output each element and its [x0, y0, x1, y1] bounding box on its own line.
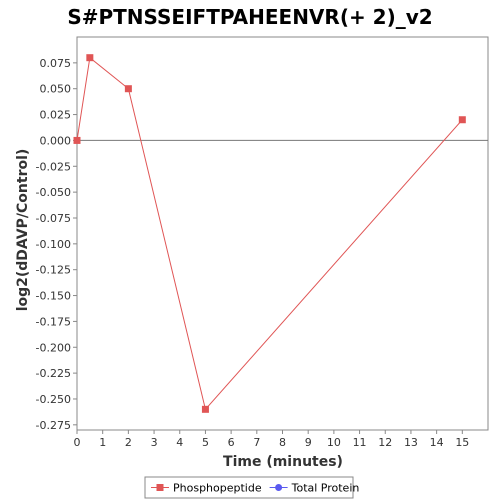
legend: Phosphopeptide Total Protein [144, 476, 360, 499]
y-tick-label: -0.275 [36, 419, 71, 432]
x-tick-label: 11 [353, 436, 367, 449]
y-tick-label: -0.125 [36, 264, 71, 277]
x-tick-label: 4 [176, 436, 183, 449]
phosphopeptide-point [124, 85, 132, 93]
legend-phosphopeptide-marker [156, 484, 164, 491]
legend-phosphopeptide-label: Phosphopeptide [173, 482, 262, 495]
y-tick-label: 0.025 [40, 109, 72, 122]
x-tick-label: 15 [455, 436, 469, 449]
plot-area: 0.075 0.050 0.025 0.000 -0.025 -0.050 -0.075 -0… [36, 36, 489, 449]
x-axis-label: Time (minutes) [223, 454, 343, 470]
x-tick-label: 12 [378, 436, 392, 449]
legend-total-protein-marker [275, 484, 283, 491]
y-tick-label: -0.175 [36, 315, 71, 328]
legend-box [144, 476, 354, 499]
y-tick-label: -0.225 [36, 367, 71, 380]
y-tick-label: -0.250 [36, 393, 71, 406]
y-tick-label: 0.050 [40, 83, 72, 96]
phosphopeptide-point [86, 54, 94, 62]
chart-title: S#PTNSSEIFTPAHEENVR(+ 2)_v2 [67, 5, 432, 29]
x-tick-label: 9 [305, 436, 312, 449]
x-tick-label: 14 [430, 436, 444, 449]
plot-frame [76, 36, 489, 431]
x-tick-label: 0 [74, 436, 81, 449]
x-tick-label: 10 [327, 436, 341, 449]
y-tick-label: -0.150 [36, 290, 71, 303]
x-tick-label: 8 [279, 436, 286, 449]
y-tick-label: 0.000 [40, 134, 72, 147]
x-tick-label: 2 [125, 436, 132, 449]
y-tick-label: 0.075 [40, 57, 72, 70]
x-tick-label: 1 [99, 436, 106, 449]
y-tick-label: -0.200 [36, 341, 71, 354]
phosphopeptide-point [73, 136, 81, 144]
x-tick-label: 6 [228, 436, 235, 449]
x-tick-label: 7 [253, 436, 260, 449]
y-tick-label: -0.025 [36, 160, 71, 173]
y-tick-label: -0.075 [36, 212, 71, 225]
y-tick-label: -0.050 [36, 186, 71, 199]
x-tick-label: 3 [151, 436, 158, 449]
x-tick-label: 5 [202, 436, 209, 449]
y-tick-label: -0.100 [36, 238, 71, 251]
legend-total-protein-label: Total Protein [291, 482, 360, 495]
y-axis-label: log2(dDAVP/Control) [15, 149, 31, 312]
x-tick-label: 13 [404, 436, 418, 449]
phosphopeptide-point [201, 405, 209, 413]
phosphopeptide-point [458, 116, 466, 124]
